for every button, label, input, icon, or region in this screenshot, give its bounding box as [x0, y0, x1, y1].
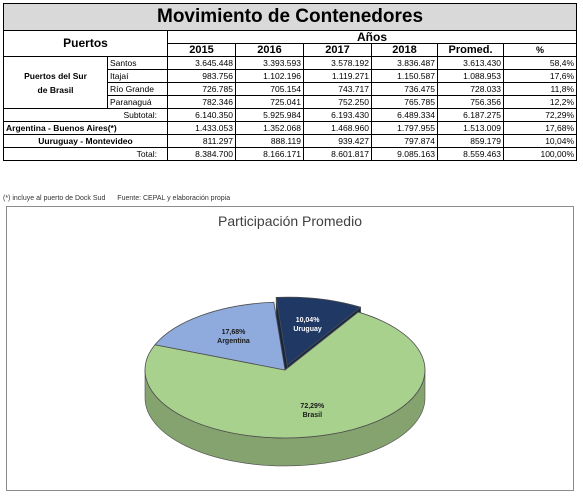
pie-chart: Participación Promedio 10,04% Uruguay 72,2… — [6, 206, 574, 491]
table-cell: 1.119.271 — [303, 69, 372, 83]
data-label-percent: 17,68% — [222, 329, 247, 336]
table-cell: 8.601.817 — [303, 147, 372, 161]
table-cell: 17,68% — [502, 121, 578, 135]
subtotal-row: Subtotal: 6.140.350 5.925.984 6.193.430 … — [3, 108, 578, 122]
argentina-label: Argentina - Buenos Aires(*) — [3, 121, 168, 135]
uruguay-row: Uuruguay - Montevideo 811.297 888.119 93… — [3, 134, 578, 148]
table-cell: 58,4% — [502, 56, 578, 70]
table-cell: 100,00% — [502, 147, 578, 161]
years-header: Años — [166, 30, 578, 44]
table-cell: 983.756 — [167, 69, 236, 83]
table-cell: 1.797.955 — [371, 121, 438, 135]
table-row: Puertos del Sur de Brasil Santos 3.645.4… — [3, 56, 578, 109]
table-cell: 752.250 — [303, 95, 372, 109]
table-cell: 5.925.984 — [235, 108, 304, 122]
table-row: Paranaguá 782.346 725.041 752.250 765.78… — [4, 95, 578, 109]
pie-chart-canvas: 10,04% Uruguay 72,29% Brasil 17,68% Argentina — [144, 296, 426, 467]
column-header: % — [502, 43, 578, 57]
subtotal-label: Subtotal: — [3, 108, 168, 122]
table-cell: 8.384.700 — [167, 147, 236, 161]
port-name: Río Grande — [107, 82, 168, 96]
spreadsheet-region: Movimiento de Contenedores Puertos Años … — [2, 3, 579, 493]
table-cell: 8.166.171 — [235, 147, 304, 161]
data-label-name: Brasil — [303, 412, 323, 419]
table-cell: 811.297 — [167, 134, 236, 148]
table-cell: 1.468.960 — [303, 121, 372, 135]
table-cell: 1.088.953 — [437, 69, 504, 83]
brazil-group-label-line1: Puertos del Sur — [24, 70, 87, 81]
table-cell: 3.393.593 — [235, 56, 304, 70]
ports-header: Puertos — [3, 30, 168, 57]
pie-slice-uruguay — [275, 296, 362, 366]
table-cell: 725.041 — [235, 95, 304, 109]
table-cell: 743.717 — [303, 82, 372, 96]
table-cell: 1.150.587 — [371, 69, 438, 83]
table-cell: 10,04% — [502, 134, 578, 148]
brazil-group-label-line2: de Brasil — [37, 84, 74, 95]
table-cell: 782.346 — [167, 95, 236, 109]
data-label-percent: 10,04% — [296, 317, 321, 324]
argentina-row: Argentina - Buenos Aires(*) 1.433.053 1.… — [3, 121, 578, 135]
column-header: 2015 — [167, 43, 236, 57]
table-cell: 736.475 — [371, 82, 438, 96]
table-cell: 11,8% — [502, 82, 578, 96]
chart-title: Participación Promedio — [218, 213, 362, 229]
table-cell: 726.785 — [167, 82, 236, 96]
table-cell: 6.140.350 — [167, 108, 236, 122]
table-cell: 1.433.053 — [167, 121, 236, 135]
port-name: Paranaguá — [107, 95, 168, 109]
total-label: Total: — [3, 147, 168, 161]
footnote-source: Fuente: CEPAL y elaboración propia — [117, 195, 231, 202]
column-header: Promed. — [437, 43, 504, 57]
port-name: Santos — [107, 56, 168, 70]
table-cell: 3.578.192 — [303, 56, 372, 70]
table-cell: 888.119 — [235, 134, 304, 148]
column-header: 2018 — [371, 43, 438, 57]
table-cell: 797.874 — [371, 134, 438, 148]
table-cell: 3.836.487 — [371, 56, 438, 70]
table-title: Movimiento de Contenedores — [2, 3, 578, 31]
column-header: 2016 — [235, 43, 304, 57]
table-cell: 765.785 — [371, 95, 438, 109]
table-cell: 3.613.430 — [437, 56, 504, 70]
table-cell: 6.193.430 — [303, 108, 372, 122]
table-cell: 1.513.009 — [437, 121, 504, 135]
table-cell: 3.645.448 — [167, 56, 236, 70]
table-cell: 705.154 — [235, 82, 304, 96]
table-cell: 756.356 — [437, 95, 504, 109]
table-cell: 6.187.275 — [437, 108, 504, 122]
table-cell: 939.427 — [303, 134, 372, 148]
table-cell: 72,29% — [502, 108, 578, 122]
table-cell: 728.033 — [437, 82, 504, 96]
table-cell: 859.179 — [437, 134, 504, 148]
column-header: 2017 — [303, 43, 372, 57]
data-label-name: Argentina — [217, 338, 250, 345]
table-cell: 1.102.196 — [235, 69, 304, 83]
container-movement-table: Movimiento de Contenedores Puertos Años … — [2, 3, 578, 161]
table-cell: 6.489.334 — [371, 108, 438, 122]
data-label-name: Uruguay — [293, 326, 322, 333]
table-cell: 1.352.068 — [235, 121, 304, 135]
total-row: Total: 8.384.700 8.166.171 8.601.817 9.0… — [3, 147, 578, 161]
footnote: (*) incluye al puerto de Dock Sud Fuente… — [3, 193, 576, 205]
pie-slice-argentina — [154, 301, 286, 371]
data-label-percent: 72,29% — [300, 403, 325, 410]
pie-slice-brasil — [144, 311, 426, 439]
table-cell: 17,6% — [502, 69, 578, 83]
table-cell: 8.559.463 — [437, 147, 504, 161]
brazil-group-label: Puertos del Sur de Brasil — [3, 56, 108, 109]
table-cell: 12,2% — [502, 95, 578, 109]
footnote-note: (*) incluye al puerto de Dock Sud — [3, 195, 106, 202]
table-cell: 9.085.163 — [371, 147, 438, 161]
port-name: Itajaí — [107, 69, 168, 83]
uruguay-label: Uuruguay - Montevideo — [3, 134, 168, 148]
